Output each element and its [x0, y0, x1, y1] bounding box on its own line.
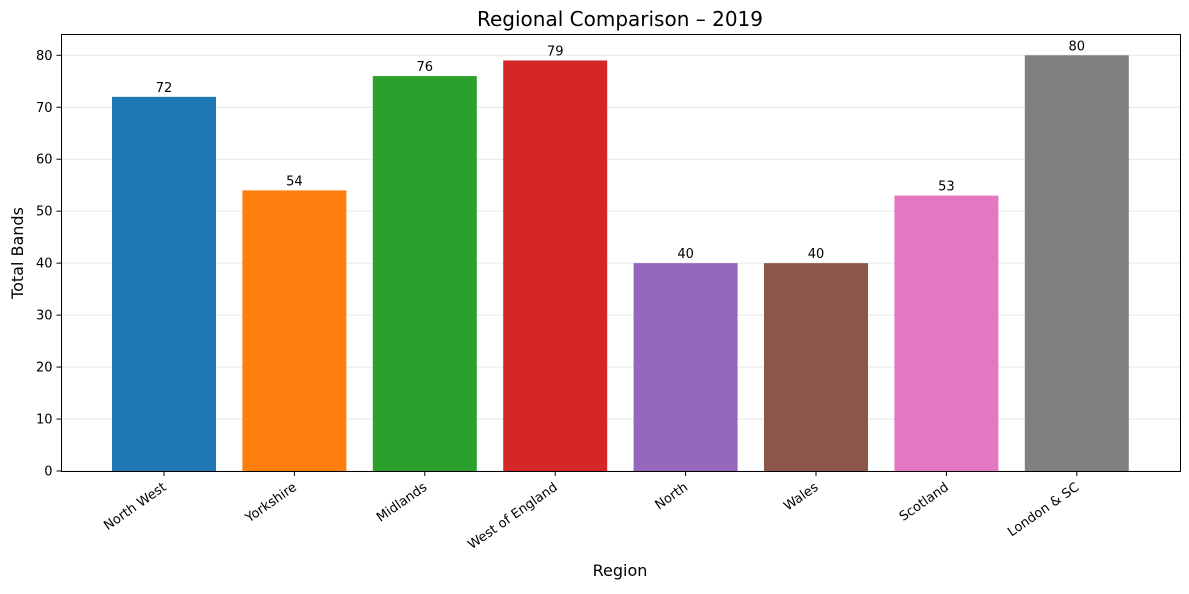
x-tick-label: London & SC — [1005, 480, 1082, 540]
x-axis-label: Region — [593, 561, 648, 580]
x-tick-label: North West — [101, 480, 169, 534]
bar-yorkshire — [242, 190, 347, 471]
data-label: 80 — [1069, 39, 1086, 54]
data-label: 40 — [677, 247, 694, 262]
x-tick-label: Yorkshire — [242, 480, 300, 527]
plot-frame — [61, 34, 1181, 472]
data-label: 72 — [156, 81, 173, 96]
data-label: 40 — [808, 247, 825, 262]
data-label: 76 — [417, 60, 434, 75]
bar-london-sc — [1024, 55, 1129, 472]
y-tick-label: 40 — [36, 257, 53, 272]
y-axis-label: Total Bands — [8, 207, 27, 300]
data-label: 79 — [547, 44, 564, 59]
y-tick-label: 50 — [36, 205, 53, 220]
y-tick-label: 70 — [36, 101, 53, 116]
x-tick-label: Wales — [781, 480, 821, 514]
data-label: 53 — [938, 180, 955, 195]
chart-title: Regional Comparison – 2019 — [477, 7, 763, 31]
x-tick-label: Scotland — [897, 480, 952, 525]
bar-scotland — [894, 195, 999, 471]
data-label: 54 — [286, 174, 303, 189]
bar-north-west — [112, 96, 216, 471]
y-tick-label: 10 — [36, 413, 53, 428]
y-tick-label: 20 — [36, 361, 53, 376]
bar-wales — [764, 263, 868, 471]
y-tick-label: 80 — [36, 49, 53, 64]
x-tick-label: North — [653, 480, 691, 513]
y-tick-label: 30 — [36, 309, 53, 324]
bar-west-of-england — [503, 60, 608, 471]
bar-midlands — [372, 76, 477, 472]
x-tick-label: Midlands — [374, 480, 430, 526]
y-tick-label: 0 — [44, 465, 52, 480]
bar-north — [633, 263, 738, 471]
x-tick-label: West of England — [465, 480, 560, 553]
y-tick-label: 60 — [36, 153, 53, 168]
